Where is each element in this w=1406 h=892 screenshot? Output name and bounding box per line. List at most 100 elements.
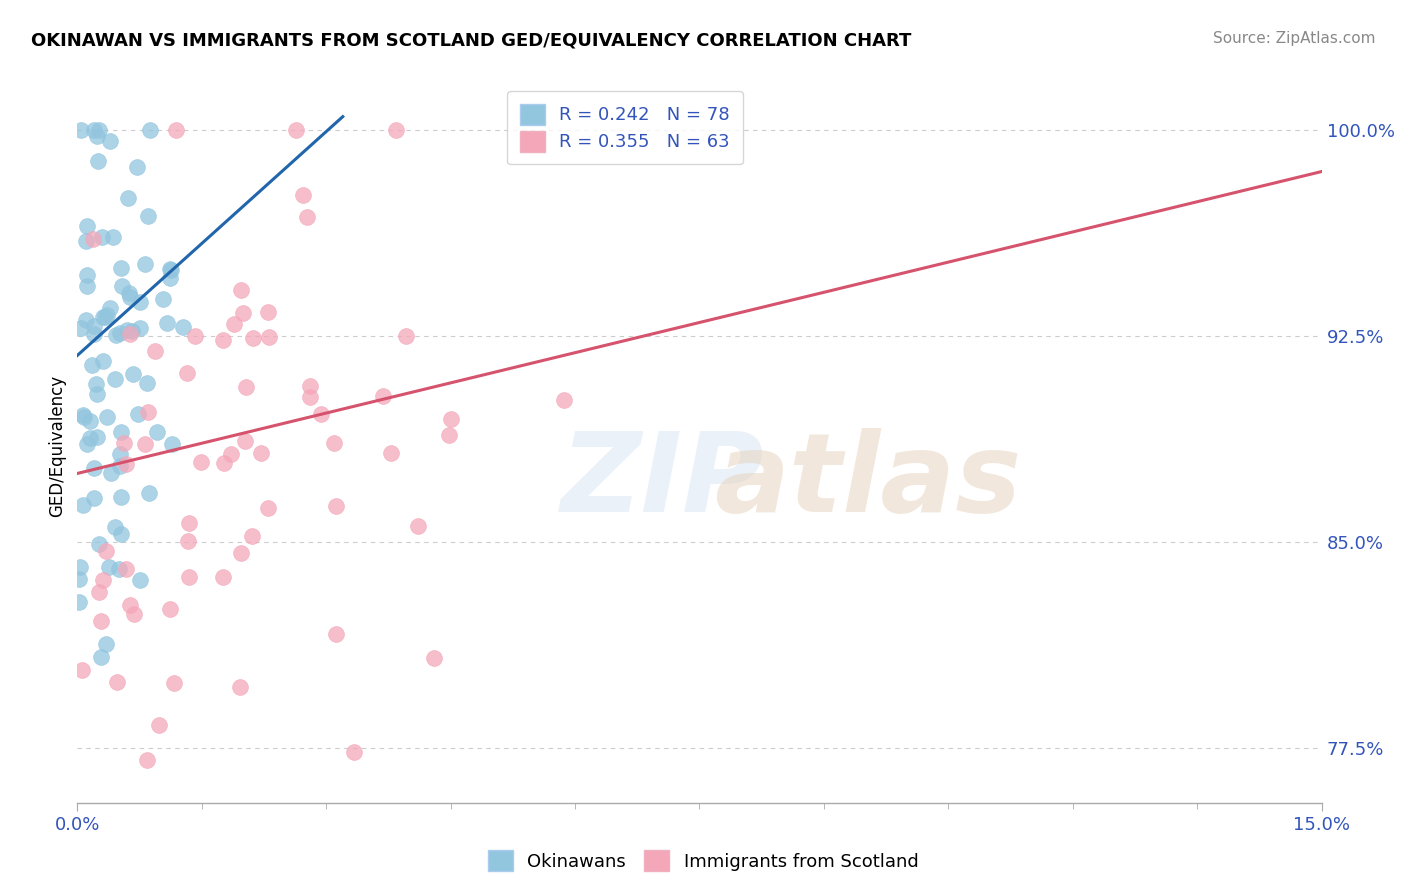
Point <box>184 329 207 343</box>
Point <box>87 123 110 137</box>
Point <box>94 544 117 558</box>
Point <box>67 573 90 587</box>
Point <box>371 389 394 403</box>
Point <box>129 573 152 587</box>
Point <box>343 745 366 759</box>
Point <box>229 283 252 297</box>
Point <box>242 330 264 344</box>
Point <box>83 461 105 475</box>
Point <box>87 154 110 169</box>
Point <box>380 446 402 460</box>
Point <box>73 410 96 425</box>
Point <box>160 262 183 277</box>
Point <box>96 308 118 322</box>
Point <box>176 533 198 548</box>
Point <box>83 318 105 333</box>
Point <box>121 324 143 338</box>
Point <box>250 446 273 460</box>
Point <box>76 437 98 451</box>
Point <box>70 663 93 677</box>
Point <box>108 326 131 340</box>
Point <box>233 434 256 449</box>
Point <box>111 278 134 293</box>
Point <box>93 354 115 368</box>
Point <box>120 326 142 341</box>
Point <box>122 367 145 381</box>
Point <box>212 457 235 471</box>
Point <box>553 392 575 407</box>
Point <box>159 602 181 616</box>
Point <box>90 615 112 629</box>
Point <box>117 190 139 204</box>
Point <box>135 753 157 767</box>
Point <box>136 405 159 419</box>
Point <box>177 570 200 584</box>
Point <box>129 295 152 310</box>
Point <box>219 447 242 461</box>
Point <box>82 232 104 246</box>
Point <box>76 268 98 283</box>
Point <box>120 599 142 613</box>
Point <box>108 458 131 473</box>
Point <box>163 676 186 690</box>
Point <box>212 570 235 584</box>
Text: OKINAWAN VS IMMIGRANTS FROM SCOTLAND GED/EQUIVALENCY CORRELATION CHART: OKINAWAN VS IMMIGRANTS FROM SCOTLAND GED… <box>31 31 911 49</box>
Point <box>69 560 91 574</box>
Point <box>118 286 141 301</box>
Point <box>159 270 181 285</box>
Point <box>87 537 110 551</box>
Point <box>79 431 101 445</box>
Legend: R = 0.242   N = 78, R = 0.355   N = 63: R = 0.242 N = 78, R = 0.355 N = 63 <box>508 91 742 164</box>
Point <box>93 310 115 324</box>
Point <box>86 128 108 143</box>
Point <box>110 425 132 440</box>
Point <box>103 519 125 533</box>
Point <box>159 262 181 277</box>
Point <box>98 559 121 574</box>
Point <box>224 317 246 331</box>
Point <box>110 490 132 504</box>
Point <box>172 320 194 334</box>
Point <box>437 428 460 442</box>
Point <box>70 320 93 334</box>
Point <box>156 317 179 331</box>
Point <box>422 651 444 665</box>
Point <box>82 359 104 373</box>
Point <box>190 455 212 469</box>
Point <box>72 498 94 512</box>
Point <box>67 595 90 609</box>
Point <box>98 301 121 316</box>
Point <box>166 123 188 137</box>
Point <box>104 372 127 386</box>
Point <box>76 279 98 293</box>
Point <box>134 257 156 271</box>
Point <box>138 486 160 500</box>
Point <box>146 425 169 439</box>
Point <box>103 230 125 244</box>
Point <box>229 546 252 560</box>
Point <box>384 123 406 137</box>
Point <box>83 123 105 137</box>
Point <box>115 458 138 472</box>
Point <box>439 412 461 426</box>
Point <box>148 717 170 731</box>
Point <box>325 627 347 641</box>
Point <box>298 378 321 392</box>
Text: atlas: atlas <box>714 428 1021 535</box>
Point <box>115 323 138 337</box>
Point <box>240 529 263 543</box>
Point <box>83 326 105 341</box>
Point <box>235 379 257 393</box>
Point <box>98 134 121 148</box>
Point <box>259 330 281 344</box>
Point <box>292 188 315 202</box>
Point <box>295 211 318 225</box>
Point <box>72 409 94 423</box>
Point <box>309 408 332 422</box>
Point <box>284 123 307 137</box>
Point <box>110 526 132 541</box>
Point <box>108 562 131 576</box>
Point <box>75 312 97 326</box>
Point <box>112 435 135 450</box>
Point <box>176 366 198 380</box>
